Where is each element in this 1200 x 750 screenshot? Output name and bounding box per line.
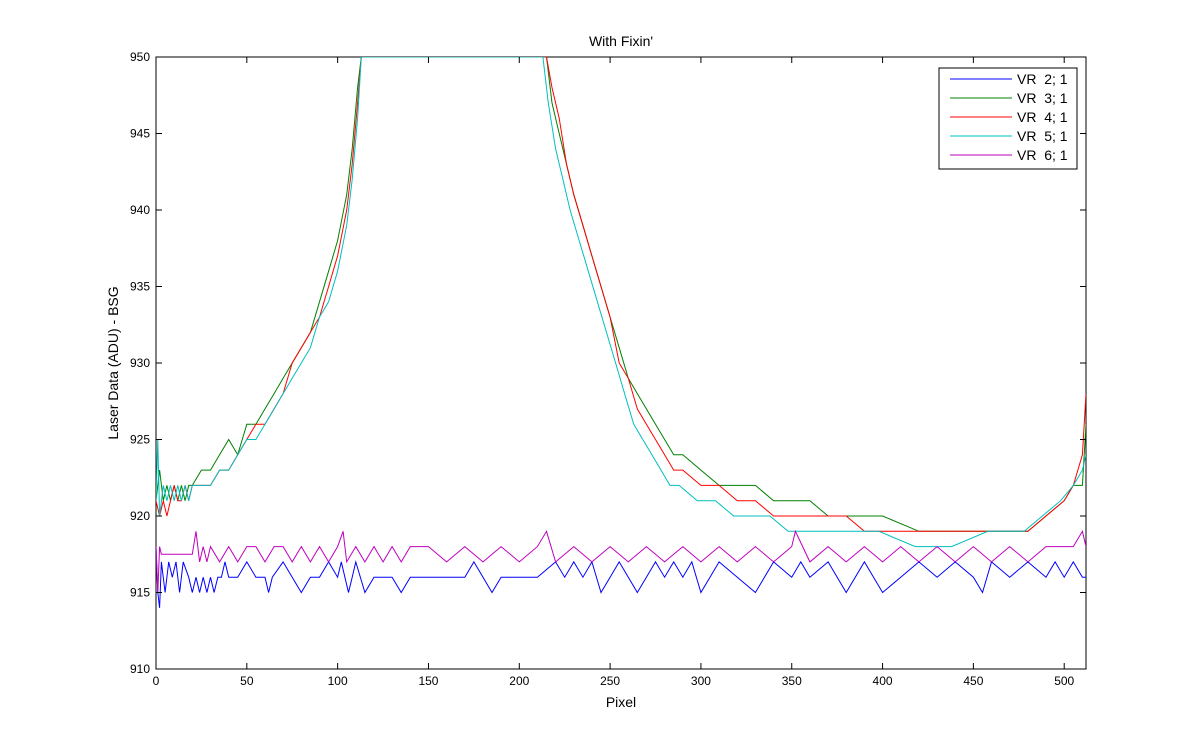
legend-label-4: VR 5; 1 <box>1017 128 1068 144</box>
y-tick-label: 945 <box>130 127 150 141</box>
plot-area <box>155 56 1087 670</box>
x-tick-label: 500 <box>1054 674 1074 688</box>
legend-label-2: VR 3; 1 <box>1017 90 1068 106</box>
y-tick-label: 935 <box>130 280 150 294</box>
legend-label-3: VR 4; 1 <box>1017 109 1068 125</box>
series-line-4 <box>156 57 1086 548</box>
chart-title: With Fixin' <box>589 33 653 49</box>
legend-label-5: VR 6; 1 <box>1017 147 1068 163</box>
x-tick-label: 350 <box>782 674 802 688</box>
y-axis-title: Laser Data (ADU) - BSG <box>105 286 121 439</box>
x-tick-label: 400 <box>873 674 893 688</box>
x-tick-label: 100 <box>328 674 348 688</box>
series-group <box>156 57 1086 608</box>
legend-label-1: VR 2; 1 <box>1017 71 1068 87</box>
x-tick-label: 200 <box>509 674 529 688</box>
x-tick-label: 0 <box>153 674 160 688</box>
y-tick-label: 950 <box>130 50 150 64</box>
legend: VR 2; 1 VR 3; 1 VR 4; 1 VR 5; 1 VR 6; 1 <box>938 67 1078 170</box>
x-tick-label: 50 <box>240 674 254 688</box>
legend-box <box>938 67 1078 170</box>
x-tick-label: 250 <box>600 674 620 688</box>
x-axis-title: Pixel <box>606 694 636 710</box>
series-line-5 <box>156 529 1086 593</box>
y-tick-label: 930 <box>130 356 150 370</box>
x-tick-label: 150 <box>418 674 438 688</box>
y-tick-label: 925 <box>130 433 150 447</box>
x-tick-label: 300 <box>691 674 711 688</box>
x-tick-label: 450 <box>963 674 983 688</box>
series-line-1 <box>156 546 1086 608</box>
y-tick-label: 915 <box>130 586 150 600</box>
y-tick-label: 940 <box>130 203 150 217</box>
axes-group: 0 50 100 150 200 250 300 350 400 450 500 910 915 920 9… <box>130 50 1086 688</box>
y-tick-label: 910 <box>130 662 150 676</box>
y-tick-label: 920 <box>130 509 150 523</box>
